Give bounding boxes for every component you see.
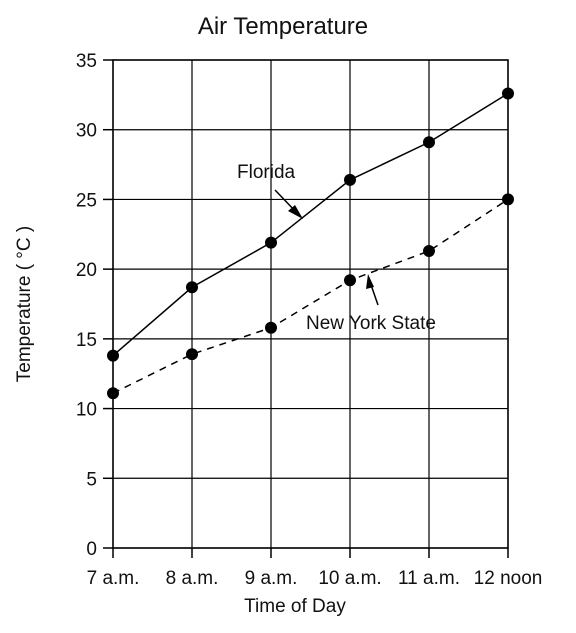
- series-label-florida: Florida: [237, 162, 296, 183]
- y-tick-label: 10: [76, 400, 97, 421]
- series-label-new-york-state: New York State: [306, 313, 436, 334]
- y-tick-label: 5: [86, 469, 97, 490]
- new-york-arrow-head: [366, 274, 374, 289]
- x-tick-label: 9 a.m.: [245, 568, 298, 589]
- y-tick-label: 15: [76, 330, 97, 351]
- y-tick-label: 30: [76, 121, 97, 142]
- data-point: [265, 236, 277, 249]
- data-point: [344, 173, 356, 186]
- series-line-florida: [112, 92, 509, 357]
- y-tick-label: 20: [76, 260, 97, 281]
- series-group: [107, 87, 514, 400]
- data-point: [502, 87, 514, 100]
- data-point: [107, 349, 119, 362]
- data-point: [265, 321, 277, 334]
- x-tick-label: 7 a.m.: [87, 568, 140, 589]
- y-axis-label: Temperature ( °C ): [14, 226, 35, 382]
- data-point: [502, 193, 514, 206]
- data-point: [344, 274, 356, 287]
- y-tick-label: 25: [76, 190, 97, 211]
- chart-title: Air Temperature: [198, 13, 368, 40]
- series-line-new-york-state: [112, 198, 509, 394]
- data-point: [423, 136, 435, 149]
- y-axis-ticks: 0 5 10 15 20 25 30 35: [76, 51, 113, 560]
- data-point: [186, 348, 198, 361]
- data-point: [423, 245, 435, 258]
- x-tick-label: 11 a.m.: [398, 568, 460, 589]
- annotations: Florida New York State: [237, 162, 436, 334]
- data-point: [186, 281, 198, 294]
- y-tick-label: 35: [76, 51, 97, 72]
- plot-frame: [112, 59, 509, 549]
- x-tick-label: 8 a.m.: [166, 568, 219, 589]
- data-point: [107, 387, 119, 400]
- x-tick-label: 10 a.m.: [318, 568, 381, 589]
- florida-arrow-head: [288, 205, 303, 219]
- x-axis-label: Time of Day: [244, 596, 346, 617]
- x-tick-label: 12 noon: [474, 568, 543, 589]
- y-tick-label: 0: [86, 539, 97, 560]
- x-axis-ticks: 7 a.m. 8 a.m. 9 a.m. 10 a.m. 11 a.m. 12 noon: [87, 548, 543, 589]
